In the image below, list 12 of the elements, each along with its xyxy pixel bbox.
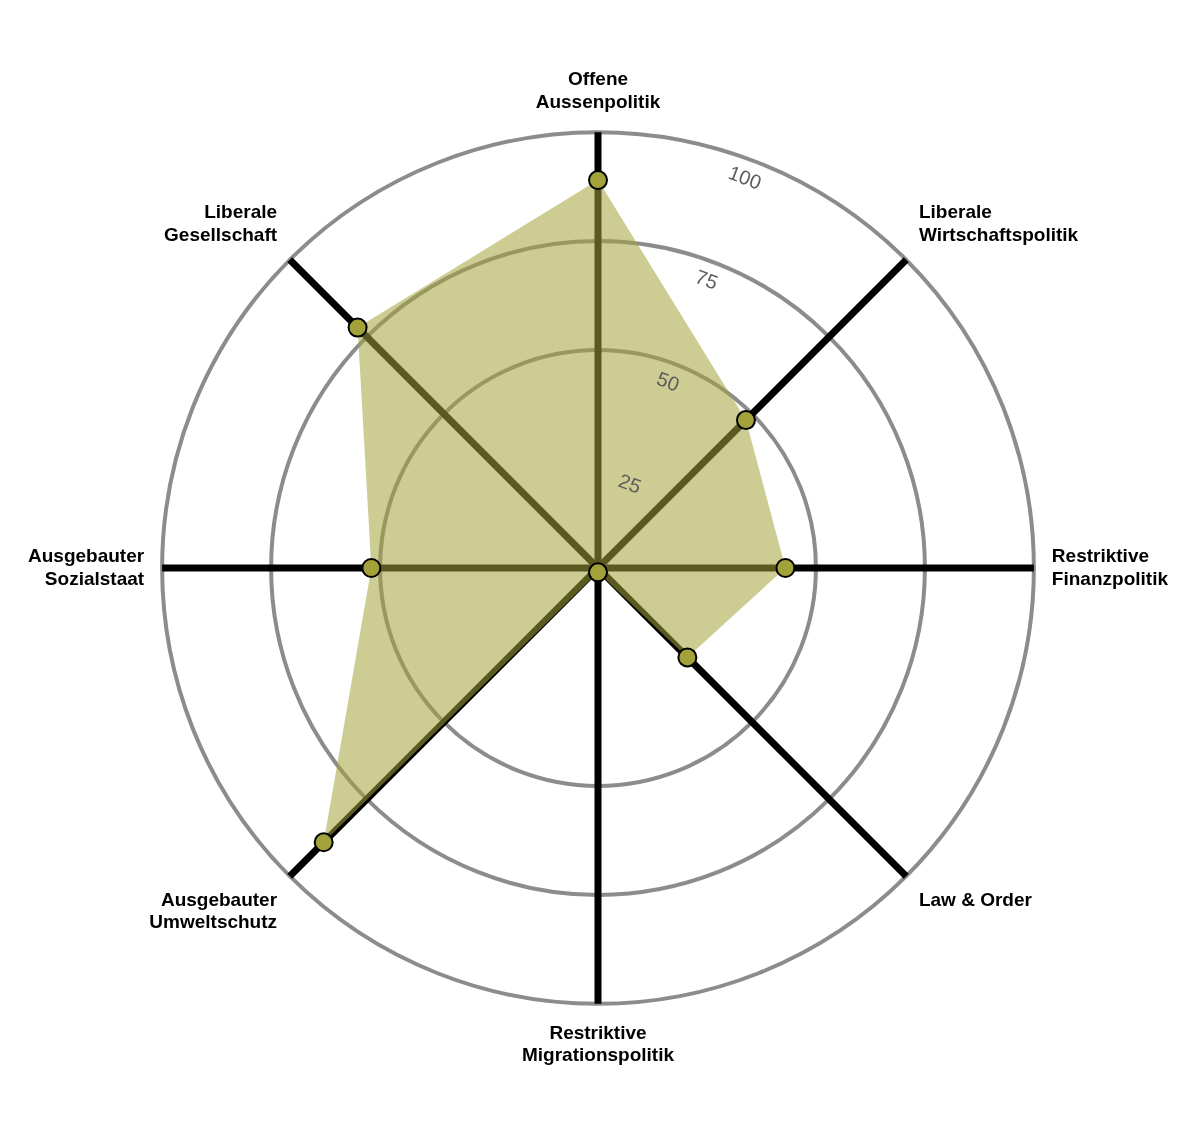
spoke-label: Liberale Wirtschaftspolitik [918, 201, 1079, 245]
y-tick-label: 25 [615, 469, 645, 498]
y-tick-label: 75 [692, 265, 721, 294]
y-tick-label: 50 [653, 367, 683, 396]
spoke-label: Liberale Gesellschaft [164, 201, 278, 245]
spoke-label: Law & Order [918, 888, 1033, 910]
spoke-label: Restriktive Finanzpolitik [1051, 544, 1169, 589]
spoke-label: Ausgebauter Umweltschutz [149, 888, 278, 933]
spoke-label: Ausgebauter Sozialstaat [27, 544, 145, 589]
spoke-label: Restriktive Migrationspolitik [522, 1021, 675, 1066]
y-tick-label: 100 [725, 161, 765, 194]
spoke-label: Offene Aussenpolitik [535, 68, 661, 112]
